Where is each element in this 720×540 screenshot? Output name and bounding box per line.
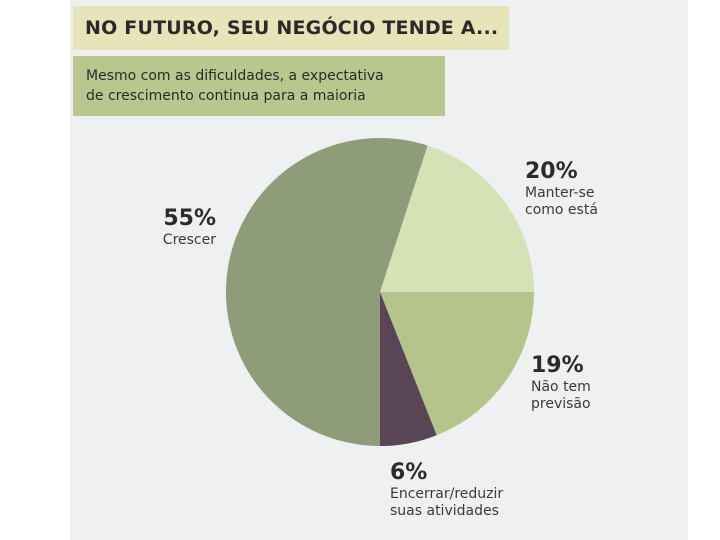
slice-category-label: previsão: [531, 396, 591, 412]
pie-slice-0: [380, 145, 534, 292]
title-banner: NO FUTURO, SEU NEGÓCIO TENDE A...: [73, 6, 509, 50]
slice-percent-label: 19%: [531, 353, 584, 378]
slice-category-label: como está: [525, 202, 598, 218]
slice-category-label: Encerrar/reduzir: [390, 486, 503, 502]
pie-slice-3: [225, 138, 428, 447]
pie-slice-2: [380, 292, 437, 446]
slice-category-label: Não tem: [531, 379, 591, 395]
slice-category-label: Manter-se: [525, 185, 594, 201]
slice-category-label: Crescer: [163, 232, 216, 248]
pie-slice-1: [380, 292, 534, 436]
slice-percent-label: 6%: [390, 460, 427, 485]
subtitle-line-1: Mesmo com as dificuldades, a expectativa: [86, 68, 384, 84]
slice-percent-label: 55%: [163, 206, 216, 231]
slice-category-label: suas atividades: [390, 503, 499, 519]
slice-percent-label: 20%: [525, 159, 578, 184]
page-title: NO FUTURO, SEU NEGÓCIO TENDE A...: [85, 17, 499, 39]
subtitle-banner: Mesmo com as dificuldades, a expectativa…: [73, 56, 445, 116]
subtitle-line-2: de crescimento continua para a maioria: [86, 88, 366, 104]
